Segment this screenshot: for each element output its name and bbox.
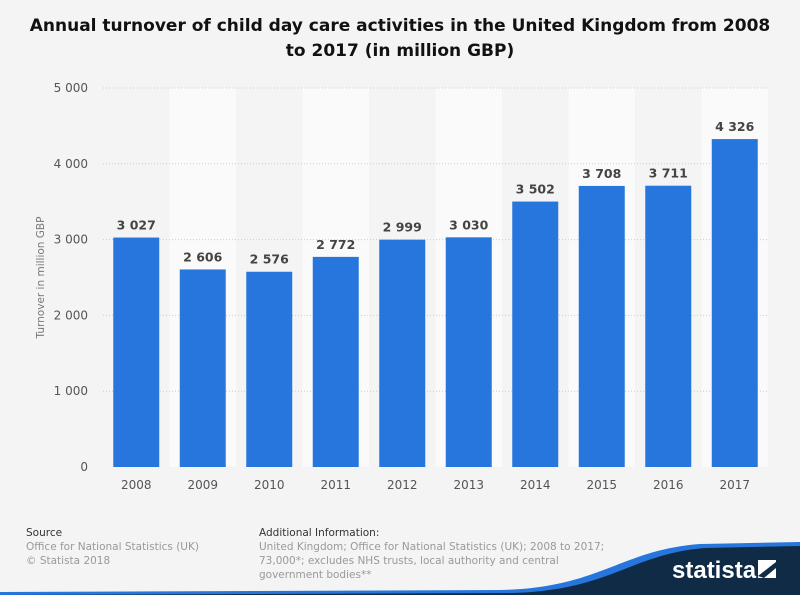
bar-2012 [379,239,426,467]
y-axis-label: Turnover in million GBP [35,217,47,340]
bar-2009 [179,269,226,467]
y-tick-label: 3 000 [54,233,88,247]
data-label: 3 502 [516,182,555,197]
source-text[interactable]: Office for National Statistics (UK) [26,541,199,553]
data-label: 3 711 [649,166,688,181]
x-tick-label: 2009 [187,478,218,492]
bar-2011 [312,256,359,467]
x-tick-label: 2008 [121,478,152,492]
x-tick-label: 2017 [719,478,750,492]
info-heading: Additional Information: [259,527,380,539]
data-label: 3 708 [582,166,621,181]
data-label: 3 027 [117,218,156,233]
data-label: 3 030 [449,217,488,232]
y-tick-label: 0 [80,460,88,474]
info-line: government bodies** [259,569,372,581]
bar-2017 [711,139,758,467]
x-tick-label: 2010 [254,478,285,492]
bar-2013 [445,237,492,467]
x-tick-label: 2012 [387,478,418,492]
y-tick-label: 2 000 [54,308,88,322]
additional-info: Additional Information: United Kingdom; … [259,526,604,582]
source-heading: Source [26,527,63,539]
y-tick-label: 4 000 [54,157,88,171]
statista-logo[interactable]: statista [672,557,757,584]
footer-wave: statista [0,542,800,595]
copyright: © Statista 2018 [26,555,111,567]
x-tick-label: 2016 [653,478,684,492]
info-line: United Kingdom; Office for National Stat… [259,541,605,553]
bar-2014 [512,201,559,467]
bar-2016 [645,185,692,467]
bar-chart: 0 1 000 2 000 3 000 4 000 5 000 Turnover in mi… [35,81,768,492]
statista-logo-icon [758,560,776,578]
y-tick-label: 5 000 [54,81,88,95]
data-label: 4 326 [715,119,754,134]
x-tick-label: 2014 [520,478,551,492]
data-label: 2 772 [316,237,355,252]
x-tick-label: 2011 [320,478,351,492]
data-label: 2 999 [383,220,422,235]
data-label: 2 606 [183,249,222,264]
bar-2008 [113,237,160,467]
chart-title: Annual turnover of child day care activi… [29,16,771,61]
bar-2015 [578,185,625,467]
x-tick-label: 2015 [586,478,617,492]
source-block: Source Office for National Statistics (U… [26,526,199,568]
y-tick-label: 1 000 [54,384,88,398]
info-line: 73,000*; excludes NHS trusts, local auth… [259,555,559,567]
bar-2010 [246,271,293,467]
data-label: 2 576 [250,252,289,267]
x-tick-label: 2013 [453,478,484,492]
